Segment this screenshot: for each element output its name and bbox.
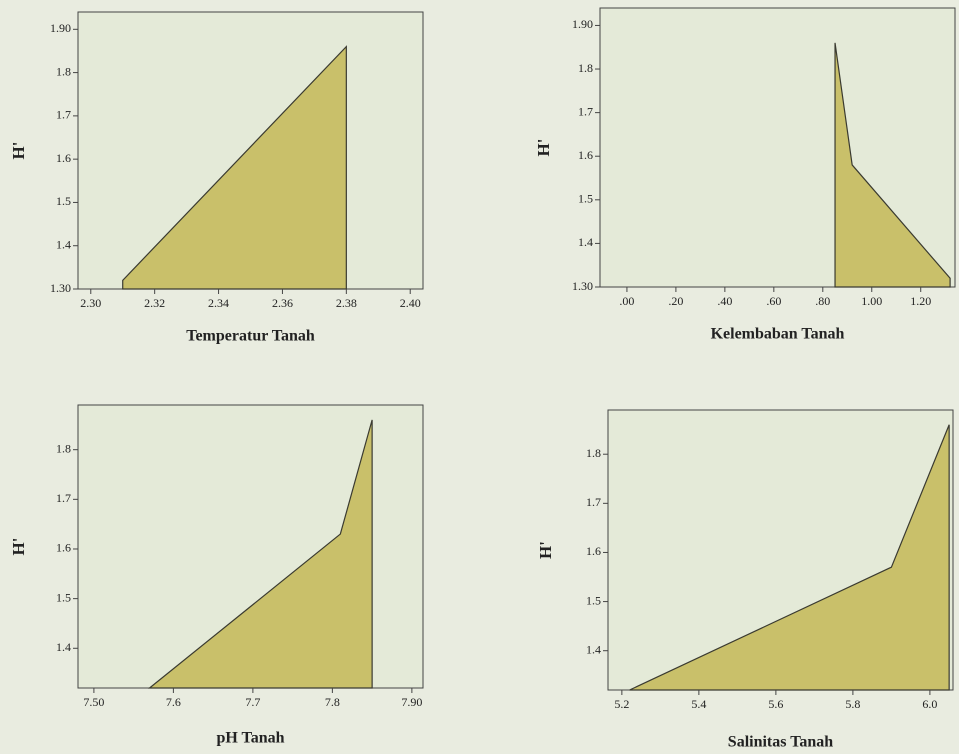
- y-axis-title: H': [9, 538, 28, 556]
- y-tick-label: 1.8: [586, 446, 601, 460]
- y-tick-label: 1.4: [586, 642, 601, 656]
- x-tick-label: 5.8: [845, 697, 860, 711]
- x-tick-label: 2.38: [336, 296, 357, 310]
- y-tick-label: 1.7: [56, 491, 71, 505]
- y-axis-title: H': [534, 139, 553, 157]
- area: [147, 419, 373, 689]
- y-tick-label: 1.5: [578, 192, 593, 206]
- area: [834, 42, 951, 288]
- x-axis-title: pH Tanah: [216, 730, 284, 747]
- y-tick-label: 1.30: [572, 279, 593, 293]
- x-tick-label: 5.4: [691, 697, 706, 711]
- x-tick-label: 7.6: [166, 695, 181, 709]
- x-tick-label: 2.36: [272, 296, 293, 310]
- x-axis-title: Kelembaban Tanah: [711, 326, 845, 343]
- x-tick-label: 7.7: [245, 695, 260, 709]
- x-tick-label: 5.6: [768, 697, 783, 711]
- x-tick-label: 2.34: [208, 296, 229, 310]
- y-tick-label: 1.6: [586, 544, 601, 558]
- y-axis-title: H': [536, 541, 555, 559]
- y-tick-label: 1.7: [586, 495, 601, 509]
- y-tick-label: 1.4: [56, 237, 71, 251]
- y-tick-label: 1.7: [578, 104, 593, 118]
- x-tick-label: .80: [815, 294, 830, 308]
- x-tick-label: 5.2: [614, 697, 629, 711]
- y-tick-label: 1.6: [56, 151, 71, 165]
- x-tick-label: 2.30: [80, 296, 101, 310]
- area: [122, 45, 347, 290]
- y-tick-label: 1.4: [578, 235, 593, 249]
- x-tick-label: 2.40: [400, 296, 421, 310]
- y-tick-label: 1.5: [586, 593, 601, 607]
- x-tick-label: .20: [668, 294, 683, 308]
- x-tick-label: .40: [717, 294, 732, 308]
- area: [629, 424, 950, 691]
- x-axis-title: Temperatur Tanah: [186, 328, 315, 345]
- y-tick-label: 1.8: [56, 64, 71, 78]
- x-tick-label: .60: [766, 294, 781, 308]
- y-tick-label: 1.6: [578, 148, 593, 162]
- x-tick-label: 7.50: [83, 695, 104, 709]
- y-tick-label: 1.5: [56, 590, 71, 604]
- x-tick-label: 1.20: [910, 294, 931, 308]
- y-tick-label: 1.5: [56, 194, 71, 208]
- x-axis-title: Salinitas Tanah: [728, 734, 834, 751]
- x-tick-label: 7.8: [325, 695, 340, 709]
- y-tick-label: 1.90: [572, 17, 593, 31]
- x-tick-label: .00: [619, 294, 634, 308]
- x-tick-label: 6.0: [922, 697, 937, 711]
- x-tick-label: 2.32: [144, 296, 165, 310]
- y-tick-label: 1.8: [56, 441, 71, 455]
- x-tick-label: 1.00: [861, 294, 882, 308]
- x-tick-label: 7.90: [401, 695, 422, 709]
- y-tick-label: 1.6: [56, 541, 71, 555]
- y-tick-label: 1.30: [50, 281, 71, 295]
- y-tick-label: 1.8: [578, 61, 593, 75]
- y-axis-title: H': [9, 142, 28, 160]
- y-tick-label: 1.4: [56, 640, 71, 654]
- y-tick-label: 1.90: [50, 21, 71, 35]
- y-tick-label: 1.7: [56, 108, 71, 122]
